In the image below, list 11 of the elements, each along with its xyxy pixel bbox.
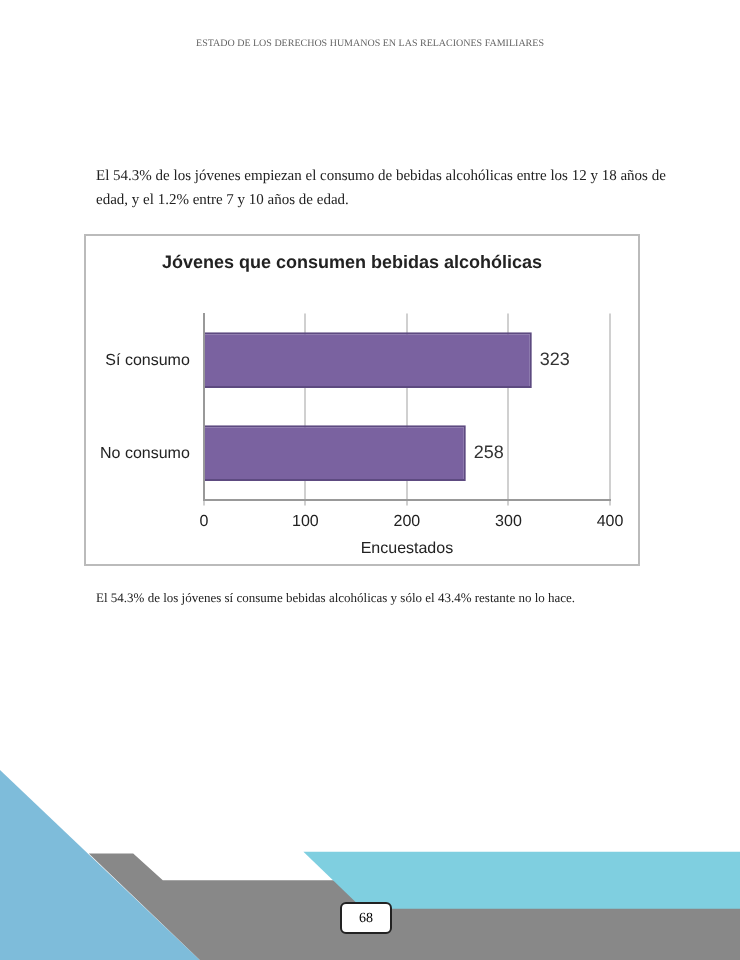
x-axis-title: Encuestados — [360, 538, 454, 557]
y-tick-label: No consumo — [99, 443, 191, 462]
data-label: 323 — [539, 349, 570, 370]
x-tick-label: 100 — [292, 511, 320, 530]
x-tick-label: 300 — [495, 511, 523, 530]
data-label: 258 — [473, 442, 504, 463]
y-tick-label: Sí consumo — [105, 350, 191, 369]
x-tick-label: 200 — [393, 511, 422, 530]
x-tick-label: 0 — [199, 511, 210, 530]
x-tick-label: 400 — [596, 511, 625, 530]
chart-title: Jóvenes que consumen bebidas alcohólicas — [161, 251, 543, 272]
